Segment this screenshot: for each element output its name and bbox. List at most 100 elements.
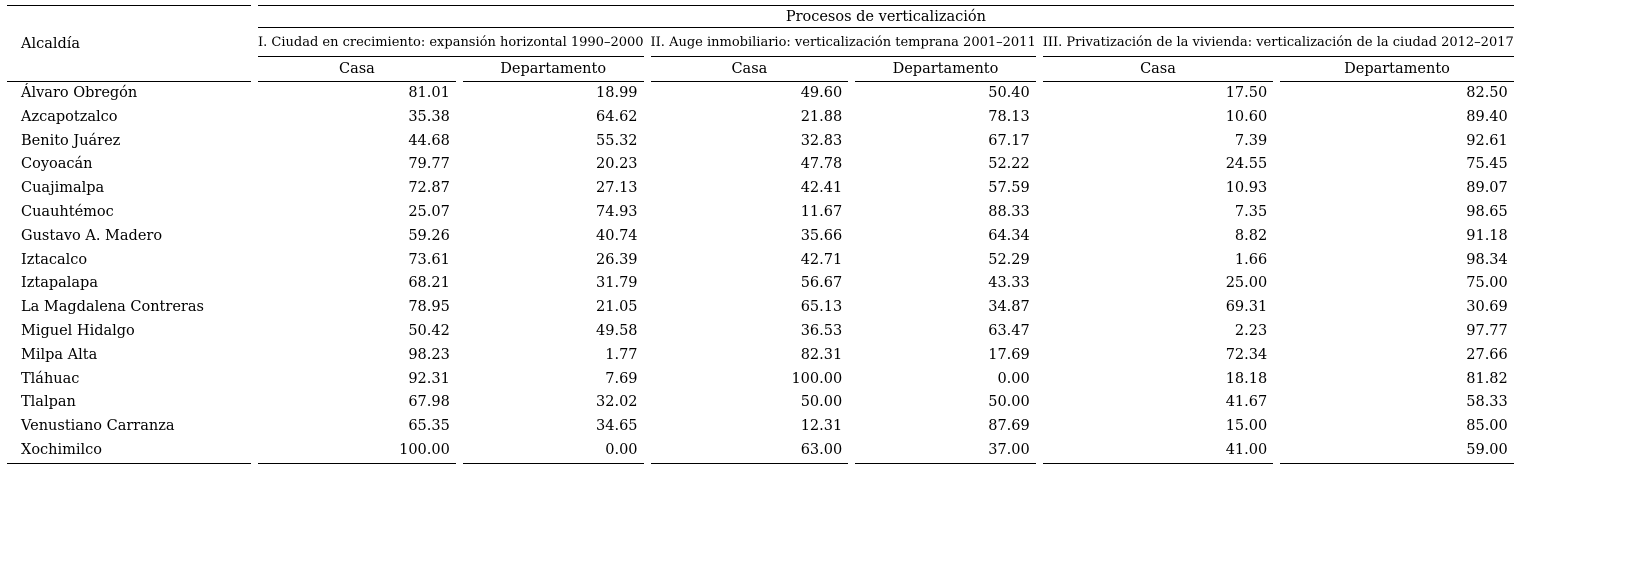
value-cell: 42.71 bbox=[800, 251, 843, 268]
alcaldia-cell: Gustavo A. Madero bbox=[21, 227, 163, 244]
value-cell: 24.55 bbox=[1225, 156, 1268, 173]
value-cell: 72.34 bbox=[1225, 346, 1268, 363]
value-cell: 59.26 bbox=[408, 227, 450, 244]
period-1-header: I. Ciudad en crecimiento: expansión hori… bbox=[258, 28, 644, 57]
value-cell: 64.34 bbox=[988, 227, 1030, 244]
period-2-header: II. Auge inmobiliario: verticalización t… bbox=[650, 28, 1036, 57]
period-1-departamento-header: Departamento bbox=[462, 57, 644, 82]
value-cell: 67.98 bbox=[408, 394, 450, 411]
alcaldia-cell: Azcapotzalco bbox=[21, 108, 118, 125]
value-cell: 100.00 bbox=[791, 370, 843, 387]
value-cell: 69.31 bbox=[1225, 299, 1268, 316]
value-cell: 41.67 bbox=[1225, 394, 1268, 411]
alcaldia-cell: Tláhuac bbox=[21, 370, 80, 387]
table-row: Tláhuac 92.31 7.69 100.00 0.00 18.18 81.82 bbox=[7, 368, 1514, 392]
value-cell: 85.00 bbox=[1466, 418, 1508, 435]
value-cell: 1.66 bbox=[1234, 251, 1268, 268]
value-cell: 7.69 bbox=[605, 370, 638, 387]
value-cell: 81.82 bbox=[1466, 370, 1508, 387]
alcaldia-cell: Cuauhtémoc bbox=[21, 203, 114, 220]
alcaldia-cell: Coyoacán bbox=[21, 156, 93, 173]
value-cell: 67.17 bbox=[988, 132, 1030, 149]
value-cell: 75.45 bbox=[1466, 156, 1508, 173]
value-cell: 57.59 bbox=[988, 180, 1030, 197]
value-cell: 79.77 bbox=[408, 156, 450, 173]
value-cell: 7.39 bbox=[1234, 132, 1268, 149]
value-cell: 63.47 bbox=[988, 322, 1030, 339]
period-2-departamento-header: Departamento bbox=[855, 57, 1036, 82]
value-cell: 35.66 bbox=[800, 227, 843, 244]
verticalization-table: Alcaldía Procesos de verticalización I. … bbox=[0, 5, 1521, 464]
value-cell: 34.87 bbox=[988, 299, 1030, 316]
value-cell: 17.50 bbox=[1225, 85, 1268, 101]
value-cell: 32.83 bbox=[800, 132, 843, 149]
value-cell: 10.60 bbox=[1225, 108, 1268, 125]
value-cell: 27.66 bbox=[1466, 346, 1508, 363]
value-cell: 91.18 bbox=[1466, 227, 1508, 244]
alcaldia-cell: Benito Juárez bbox=[21, 132, 121, 149]
value-cell: 56.67 bbox=[800, 275, 843, 292]
value-cell: 81.01 bbox=[408, 85, 450, 101]
table-title: Procesos de verticalización bbox=[258, 5, 1514, 28]
table-row: Benito Juárez 44.68 55.32 32.83 67.17 7.39 92.… bbox=[7, 130, 1514, 154]
value-cell: 74.93 bbox=[596, 203, 638, 220]
table-row: Álvaro Obregón 81.01 18.99 49.60 50.40 17.50 8… bbox=[7, 82, 1514, 106]
value-cell: 68.21 bbox=[408, 275, 450, 292]
value-cell: 47.78 bbox=[800, 156, 843, 173]
value-cell: 73.61 bbox=[408, 251, 450, 268]
value-cell: 42.41 bbox=[800, 180, 843, 197]
table-row: Tlalpan 67.98 32.02 50.00 50.00 41.67 58.33 bbox=[7, 391, 1514, 415]
table-row: Cuauhtémoc 25.07 74.93 11.67 88.33 7.35 98.65 bbox=[7, 201, 1514, 225]
period-3-casa-header: Casa bbox=[1042, 57, 1274, 82]
value-cell: 27.13 bbox=[596, 180, 638, 197]
value-cell: 35.38 bbox=[408, 108, 450, 125]
table-row: Iztacalco 73.61 26.39 42.71 52.29 1.66 98.34 bbox=[7, 249, 1514, 273]
value-cell: 15.00 bbox=[1225, 418, 1268, 435]
table-row: Gustavo A. Madero 59.26 40.74 35.66 64.34 8.8… bbox=[7, 225, 1514, 249]
value-cell: 88.33 bbox=[988, 203, 1030, 220]
value-cell: 34.65 bbox=[596, 418, 638, 435]
value-cell: 25.07 bbox=[408, 203, 450, 220]
value-cell: 92.31 bbox=[408, 370, 450, 387]
alcaldia-cell: Xochimilco bbox=[7, 439, 251, 464]
value-cell: 18.18 bbox=[1225, 370, 1268, 387]
value-cell: 36.53 bbox=[800, 322, 843, 339]
table-body: Álvaro Obregón 81.01 18.99 49.60 50.40 17.50 8… bbox=[7, 82, 1514, 464]
value-cell: 12.31 bbox=[800, 418, 843, 435]
value-cell: 89.40 bbox=[1466, 108, 1508, 125]
value-cell: 82.50 bbox=[1466, 85, 1508, 101]
alcaldia-cell: Venustiano Carranza bbox=[21, 418, 175, 435]
value-cell: 49.58 bbox=[596, 322, 638, 339]
alcaldia-cell: Tlalpan bbox=[21, 394, 76, 411]
value-cell: 98.65 bbox=[1466, 203, 1508, 220]
value-cell: 37.00 bbox=[855, 439, 1036, 464]
period-2-casa-header: Casa bbox=[650, 57, 849, 82]
value-cell: 8.82 bbox=[1234, 227, 1268, 244]
value-cell: 52.22 bbox=[988, 156, 1030, 173]
header-row-subcolumns: Casa Departamento Casa Departamento Casa… bbox=[7, 57, 1514, 82]
table-row: Miguel Hidalgo 50.42 49.58 36.53 63.47 2.23 97… bbox=[7, 320, 1514, 344]
alcaldia-cell: Milpa Alta bbox=[21, 346, 98, 363]
alcaldia-cell: Miguel Hidalgo bbox=[21, 322, 135, 339]
value-cell: 7.35 bbox=[1234, 203, 1268, 220]
value-cell: 10.93 bbox=[1225, 180, 1268, 197]
value-cell: 31.79 bbox=[596, 275, 638, 292]
value-cell: 40.74 bbox=[596, 227, 638, 244]
period-3-departamento-header: Departamento bbox=[1280, 57, 1514, 82]
table-header: Alcaldía Procesos de verticalización I. … bbox=[7, 5, 1514, 82]
value-cell: 20.23 bbox=[596, 156, 638, 173]
value-cell: 82.31 bbox=[800, 346, 843, 363]
value-cell: 65.35 bbox=[408, 418, 450, 435]
value-cell: 50.00 bbox=[988, 394, 1030, 411]
value-cell: 2.23 bbox=[1234, 322, 1268, 339]
value-cell: 26.39 bbox=[596, 251, 638, 268]
alcaldia-cell: Iztapalapa bbox=[21, 275, 98, 292]
value-cell: 78.13 bbox=[988, 108, 1030, 125]
value-cell: 89.07 bbox=[1466, 180, 1508, 197]
value-cell: 52.29 bbox=[988, 251, 1030, 268]
table-row: Cuajimalpa 72.87 27.13 42.41 57.59 10.93 89.07 bbox=[7, 177, 1514, 201]
value-cell: 50.42 bbox=[408, 322, 450, 339]
value-cell: 25.00 bbox=[1225, 275, 1268, 292]
value-cell: 49.60 bbox=[800, 85, 843, 101]
alcaldia-cell: Iztacalco bbox=[21, 251, 88, 268]
